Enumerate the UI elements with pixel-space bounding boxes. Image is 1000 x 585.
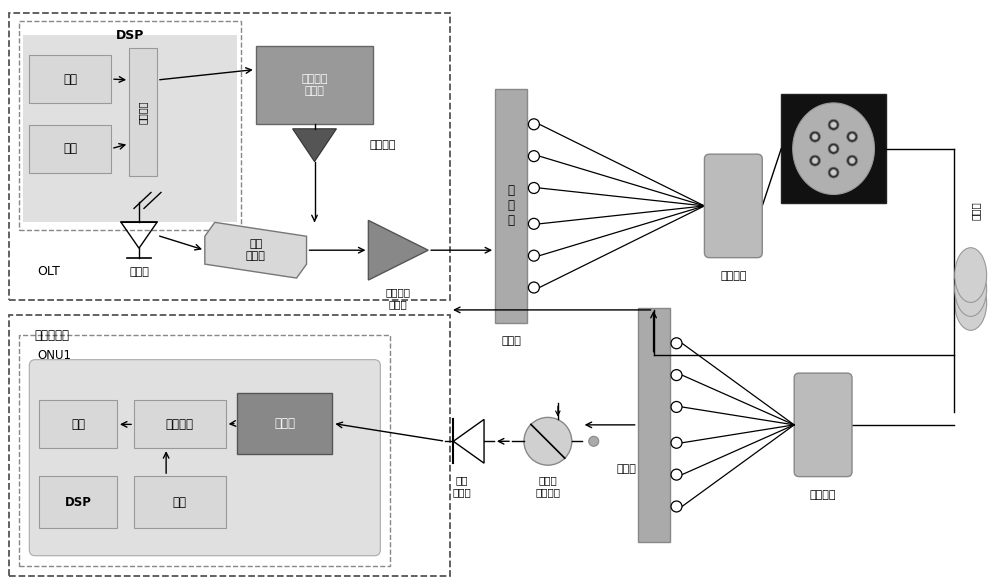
Circle shape [810, 155, 820, 166]
Ellipse shape [955, 247, 987, 302]
Circle shape [589, 436, 599, 446]
Circle shape [524, 418, 572, 465]
Bar [23, 35, 237, 222]
Bar [29, 125, 111, 173]
Polygon shape [293, 129, 336, 161]
FancyBboxPatch shape [704, 154, 762, 257]
Text: 分束器: 分束器 [617, 464, 637, 474]
Circle shape [847, 155, 858, 166]
Bar [256, 46, 373, 124]
Text: 光纤束: 光纤束 [971, 202, 981, 221]
Text: 可调谐
光衰减器: 可调谐 光衰减器 [535, 475, 560, 497]
Text: 扇出装置: 扇出装置 [810, 490, 836, 500]
FancyBboxPatch shape [794, 373, 852, 477]
Text: 分
束
器: 分 束 器 [507, 184, 514, 228]
Text: 信号解密: 信号解密 [166, 418, 194, 431]
Text: 数据: 数据 [71, 418, 85, 431]
Circle shape [671, 438, 682, 448]
Text: 密鑰: 密鑰 [173, 495, 187, 508]
Circle shape [831, 146, 837, 152]
Text: 强度
调制器: 强度 调制器 [246, 239, 266, 261]
Text: 示波器: 示波器 [274, 417, 295, 430]
Text: 扇入装置: 扇入装置 [720, 271, 747, 281]
Circle shape [849, 157, 855, 164]
Circle shape [847, 131, 858, 142]
Text: DSP: DSP [116, 29, 144, 42]
Bar [29, 55, 111, 103]
Text: 密鑰: 密鑰 [63, 142, 77, 155]
Circle shape [528, 151, 539, 161]
Text: 掘钓光纤
放大器: 掘钓光纤 放大器 [386, 287, 411, 309]
Text: ONU1: ONU1 [37, 349, 71, 362]
Text: 加密信号: 加密信号 [138, 100, 148, 123]
Text: 光电
探测器: 光电 探测器 [453, 475, 471, 497]
Bar [39, 401, 117, 448]
Circle shape [831, 122, 837, 128]
Text: OLT: OLT [37, 265, 60, 278]
Bar [9, 315, 450, 576]
Circle shape [528, 250, 539, 261]
Text: DSP: DSP [65, 495, 92, 508]
Circle shape [810, 131, 820, 142]
Circle shape [812, 157, 818, 164]
Polygon shape [205, 222, 307, 278]
Circle shape [828, 143, 839, 154]
Circle shape [831, 170, 837, 175]
Circle shape [528, 218, 539, 229]
Bar [237, 393, 332, 454]
Circle shape [828, 119, 839, 130]
Bar [39, 476, 117, 528]
FancyBboxPatch shape [29, 360, 380, 556]
Circle shape [528, 119, 539, 130]
Polygon shape [368, 221, 428, 280]
Ellipse shape [955, 276, 987, 331]
Circle shape [528, 282, 539, 293]
Circle shape [671, 401, 682, 412]
Text: 激光器: 激光器 [129, 267, 149, 277]
Ellipse shape [793, 103, 874, 194]
Circle shape [528, 183, 539, 194]
Text: 任意波形
发生器: 任意波形 发生器 [301, 74, 328, 96]
Bar [19, 21, 241, 230]
Bar [134, 476, 226, 528]
Circle shape [671, 469, 682, 480]
Text: 非法接收端: 非法接收端 [34, 329, 69, 342]
Ellipse shape [955, 261, 987, 316]
Circle shape [849, 134, 855, 140]
Circle shape [828, 167, 839, 178]
Bar [129, 48, 157, 176]
Bar [9, 13, 450, 300]
Text: 数据: 数据 [63, 73, 77, 85]
Text: 延迟线: 延迟线 [501, 336, 521, 346]
Bar [495, 89, 527, 323]
Text: 电放大器: 电放大器 [369, 140, 396, 150]
Bar [638, 308, 670, 542]
Bar [781, 94, 886, 204]
Bar [19, 335, 390, 566]
Circle shape [671, 501, 682, 512]
Circle shape [671, 338, 682, 349]
Bar [134, 401, 226, 448]
Circle shape [812, 134, 818, 140]
Circle shape [671, 370, 682, 381]
